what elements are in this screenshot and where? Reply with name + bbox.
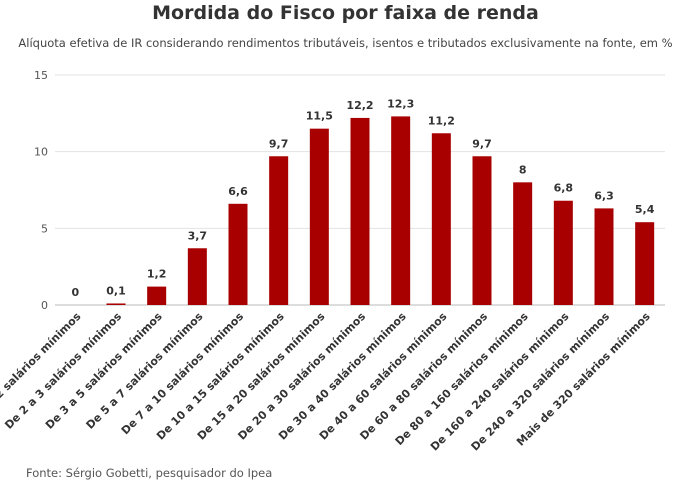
data-label: 12,3 xyxy=(387,97,414,110)
bar xyxy=(594,208,614,305)
chart-title: Mordida do Fisco por faixa de renda xyxy=(152,2,539,24)
data-label: 6,6 xyxy=(228,185,248,198)
bar xyxy=(553,200,573,305)
data-label: 11,2 xyxy=(428,114,455,127)
data-label: 8 xyxy=(519,163,527,176)
bar xyxy=(391,116,411,306)
y-tick-label: 5 xyxy=(41,222,48,235)
chart-source: Fonte: Sérgio Gobetti, pesquisador do Ip… xyxy=(26,466,273,480)
bar xyxy=(228,203,248,305)
data-label: 6,3 xyxy=(594,189,614,202)
data-label: 11,5 xyxy=(306,110,333,123)
data-label: 12,2 xyxy=(346,99,373,112)
bar xyxy=(309,128,329,305)
data-label: 3,7 xyxy=(188,229,208,242)
bar xyxy=(635,222,655,305)
data-label: 6,8 xyxy=(554,182,574,195)
bar xyxy=(106,303,126,305)
y-tick-label: 10 xyxy=(34,146,48,159)
y-tick-label: 15 xyxy=(34,69,48,82)
data-label: 1,2 xyxy=(147,268,167,281)
chart-subtitle: Alíquota efetiva de IR considerando rend… xyxy=(18,36,673,50)
bar xyxy=(269,156,289,305)
data-label: 0 xyxy=(72,286,80,299)
bar xyxy=(147,286,167,305)
data-label: 5,4 xyxy=(635,203,655,216)
bar xyxy=(431,133,451,305)
data-label: 9,7 xyxy=(472,137,492,150)
bar xyxy=(187,248,207,305)
y-tick-label: 0 xyxy=(41,299,48,312)
bar xyxy=(513,182,533,305)
bar xyxy=(472,156,492,305)
data-label: 9,7 xyxy=(269,137,289,150)
bar xyxy=(350,117,370,305)
data-label: 0,1 xyxy=(106,284,126,297)
